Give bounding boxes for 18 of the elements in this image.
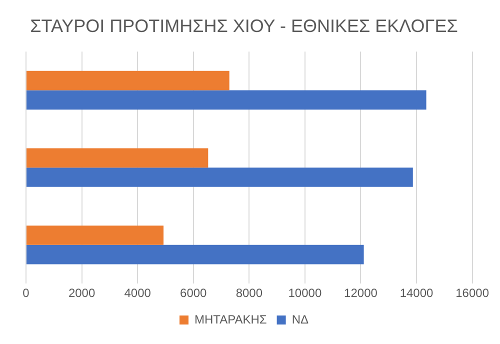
- x-tick-label: 2000: [68, 286, 96, 300]
- x-tick-label: 12000: [344, 286, 378, 300]
- chart-title: ΣΤΑΥΡΟΙ ΠΡΟΤΙΜΗΣΗΣ ΧΙΟΥ - ΕΘΝΙΚΕΣ ΕΚΛΟΓΕΣ: [30, 16, 458, 36]
- x-tick-label: 14000: [400, 286, 434, 300]
- x-tick-label: 8000: [236, 286, 263, 300]
- legend-label: ΜΗΤΑΡΑΚΗΣ: [194, 312, 267, 326]
- bar: [26, 70, 230, 90]
- x-tick-label: 4000: [124, 286, 152, 300]
- x-tick-label: 10000: [288, 286, 322, 300]
- bar: [26, 226, 164, 245]
- x-tick-label: 6000: [180, 286, 208, 300]
- bar: [26, 90, 426, 110]
- x-tick-label: 16000: [456, 286, 490, 300]
- x-tick-label: 0: [22, 286, 30, 300]
- bar: [26, 148, 208, 168]
- bar: [26, 168, 413, 187]
- bar: [26, 244, 364, 264]
- legend-label: ΝΔ: [292, 312, 308, 326]
